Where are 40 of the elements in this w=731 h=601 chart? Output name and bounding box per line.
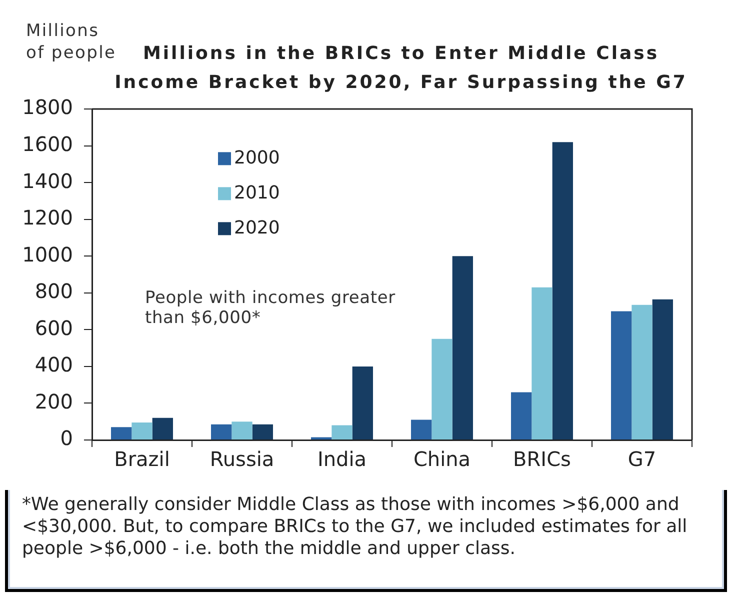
- x-tick-label: Brazil: [114, 447, 170, 472]
- y-tick-label: 600: [34, 316, 73, 340]
- y-tick-label: 400: [34, 352, 73, 377]
- y-tick-label: 1400: [22, 168, 73, 193]
- x-tick-label: G7: [628, 447, 656, 472]
- annotation: People with incomes greater than $6,000*: [145, 288, 396, 328]
- bar: [511, 392, 532, 440]
- bar: [232, 422, 252, 440]
- y-tick-label: 800: [34, 279, 73, 304]
- y-tick-label: 1600: [22, 132, 73, 156]
- legend-label: 2000: [234, 147, 280, 168]
- y-tick-label: 0: [60, 426, 73, 450]
- bar: [432, 338, 452, 440]
- bar: [411, 420, 432, 440]
- bar: [652, 299, 673, 440]
- bar: [452, 256, 473, 440]
- legend-label: 2020: [234, 217, 280, 238]
- bar: [111, 427, 132, 440]
- y-tick-label: 1000: [22, 242, 73, 266]
- text: *We generally consider Middle Class as those with incomes >$6,000 and <$30,000. But, to compare BRICs to the G7, we included estimates for all people >$6,000 - i.e. both the middle and upper class.: [22, 494, 688, 560]
- chart-title: Millions in the BRICs to Enter Middle Class Income Bracket by 2020, Far Surpassing the G7: [114, 43, 688, 93]
- bar: [611, 311, 632, 440]
- bar: [332, 425, 352, 440]
- bar: [252, 424, 273, 440]
- x-tick-label: Russia: [210, 447, 274, 472]
- x-tick-label: India: [317, 447, 367, 472]
- y-axis-title: Millions of people: [26, 20, 118, 64]
- bar: [352, 366, 373, 440]
- bar: [152, 418, 173, 440]
- bar: [211, 424, 232, 440]
- y-tick-label: 1800: [22, 95, 73, 120]
- y-tick-label: 200: [34, 389, 73, 414]
- bar: [532, 287, 552, 440]
- y-tick-label: 1200: [22, 206, 73, 230]
- x-tick-label: China: [413, 447, 471, 472]
- bar: [632, 304, 652, 440]
- x-tick-label: BRICs: [513, 447, 571, 472]
- legend-label: 2010: [234, 182, 280, 204]
- bar: [132, 422, 152, 440]
- bar: [552, 142, 573, 440]
